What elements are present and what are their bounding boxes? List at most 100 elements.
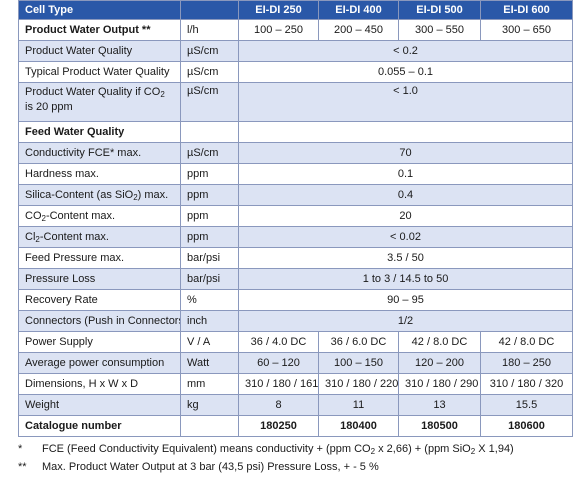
text-part: is 20 ppm <box>25 101 73 113</box>
row-unit: µS/cm <box>180 61 239 83</box>
row-unit: % <box>180 289 239 311</box>
footnote-mark: ** <box>18 461 27 473</box>
row-value: 200 – 450 <box>318 19 399 41</box>
table-row: Recovery Rate% 90 – 95 <box>18 289 573 311</box>
text-part: Silica-Content (as SiO <box>25 189 134 201</box>
row-label: Conductivity FCE* max. <box>18 142 181 164</box>
text-part: -Content max. <box>45 210 116 222</box>
row-label: Silica-Content (as SiO2) max. <box>18 184 181 206</box>
row-unit <box>180 415 239 437</box>
table-row: Power Supply V / A 36 / 4.0 DC 36 / 6.0 DC 4… <box>18 331 573 353</box>
row-label: Cl2-Content max. <box>18 226 181 248</box>
row-value: 0.4 <box>238 184 573 206</box>
row-value: 100 – 150 <box>318 352 399 374</box>
row-value: 90 – 95 <box>238 289 573 311</box>
table-row: Silica-Content (as SiO2) max. ppm 0.4 <box>18 184 573 206</box>
row-label: Average power consumption <box>18 352 181 374</box>
row-label: Recovery Rate <box>18 289 181 311</box>
spec-table-wrap: Cell Type EI-DI 250 EI-DI 400 EI-DI 500 EI-D… <box>18 0 573 437</box>
row-value: 100 – 250 <box>238 19 319 41</box>
spec-table: Cell Type EI-DI 250 EI-DI 400 EI-DI 500 EI-D… <box>18 0 573 437</box>
subscript: 2 <box>370 447 376 456</box>
row-value: 20 <box>238 205 573 227</box>
table-row: Product Water Output ** l/h 100 – 250 200 –… <box>18 19 573 41</box>
header-model: EI-DI 250 <box>238 0 319 20</box>
table-row: CO2-Content max. ppm 20 <box>18 205 573 227</box>
row-value: 60 – 120 <box>238 352 319 374</box>
row-label: CO2-Content max. <box>18 205 181 227</box>
row-unit: ppm <box>180 163 239 185</box>
table-body: Product Water Output ** l/h 100 – 250 200 –… <box>18 19 573 437</box>
row-value: 15.5 <box>480 394 573 416</box>
row-value: 180 – 250 <box>480 352 573 374</box>
row-label: Power Supply <box>18 331 181 353</box>
footnote-mark: * <box>18 443 23 455</box>
table-row: Weight kg 8 11 13 15.5 <box>18 394 573 416</box>
row-label: Connectors (Push in Connectors) <box>18 310 181 332</box>
row-label: Feed Water Quality <box>18 121 181 143</box>
row-unit: µS/cm <box>180 142 239 164</box>
table-row: Pressure Loss bar/psi 1 to 3 / 14.5 to 50 <box>18 268 573 290</box>
text-part: CO <box>25 210 42 222</box>
row-value: 3.5 / 50 <box>238 247 573 269</box>
row-value: 11 <box>318 394 399 416</box>
row-value: 300 – 650 <box>480 19 573 41</box>
row-value: 42 / 8.0 DC <box>480 331 573 353</box>
text-part: x 2,66) + (ppm SiO <box>375 443 471 455</box>
header-model: EI-DI 600 <box>480 0 573 20</box>
table-row: Product Water Quality if CO2 is 20 ppm µS… <box>18 82 573 122</box>
row-unit: ppm <box>180 226 239 248</box>
row-value: 120 – 200 <box>398 352 481 374</box>
row-value: 36 / 6.0 DC <box>318 331 399 353</box>
header-model: EI-DI 500 <box>398 0 481 20</box>
table-row: Feed Pressure max. bar/psi 3.5 / 50 <box>18 247 573 269</box>
row-value: 310 / 180 / 220 <box>318 373 399 395</box>
row-value: 8 <box>238 394 319 416</box>
table-row: Average power consumption Watt 60 – 120 100… <box>18 352 573 374</box>
table-row: Connectors (Push in Connectors) inch 1/2 <box>18 310 573 332</box>
table-row: Cl2-Content max. ppm < 0.02 <box>18 226 573 248</box>
row-unit: ppm <box>180 184 239 206</box>
row-value: < 0.2 <box>238 40 573 62</box>
row-unit: V / A <box>180 331 239 353</box>
row-value: 70 <box>238 142 573 164</box>
row-value: 13 <box>398 394 481 416</box>
row-value: 180250 <box>238 415 319 437</box>
row-unit: Watt <box>180 352 239 374</box>
row-unit: bar/psi <box>180 268 239 290</box>
text-part: FCE (Feed Conductivity Equivalent) means… <box>42 443 371 455</box>
subscript: 2 <box>470 447 476 456</box>
row-unit <box>180 121 239 143</box>
table-row: Typical Product Water Quality µS/cm 0.055 … <box>18 61 573 83</box>
row-label: Product Water Quality <box>18 40 181 62</box>
text-part: Product Water Quality if CO <box>25 86 161 98</box>
row-label: Product Water Output ** <box>18 19 181 41</box>
row-label: Weight <box>18 394 181 416</box>
footnote-text: FCE (Feed Conductivity Equivalent) means… <box>42 443 514 456</box>
row-value: 1 to 3 / 14.5 to 50 <box>238 268 573 290</box>
row-value: 1/2 <box>238 310 573 332</box>
row-label: Hardness max. <box>18 163 181 185</box>
row-value: 310 / 180 / 290 <box>398 373 481 395</box>
footnote-text: Max. Product Water Output at 3 bar (43,5… <box>42 461 379 473</box>
header-unit <box>180 0 239 20</box>
text-part: ) max. <box>137 189 169 201</box>
table-row: Catalogue number 180250 180400 180500 180600 <box>18 415 573 437</box>
table-row: Hardness max. ppm 0.1 <box>18 163 573 185</box>
row-label: Dimensions, H x W x D <box>18 373 181 395</box>
header-model: EI-DI 400 <box>318 0 399 20</box>
table-row: Feed Water Quality <box>18 121 573 143</box>
row-unit: l/h <box>180 19 239 41</box>
row-value: < 0.02 <box>238 226 573 248</box>
row-value: 310 / 180 / 161 <box>238 373 319 395</box>
row-value: 180500 <box>398 415 481 437</box>
row-value: 42 / 8.0 DC <box>398 331 481 353</box>
row-value <box>238 121 573 143</box>
footnote: ** Max. Product Water Output at 3 bar (43… <box>18 458 514 476</box>
row-value: 180600 <box>480 415 573 437</box>
row-label: Catalogue number <box>18 415 181 437</box>
subscript: 2 <box>35 235 40 244</box>
subscript: 2 <box>41 214 46 223</box>
